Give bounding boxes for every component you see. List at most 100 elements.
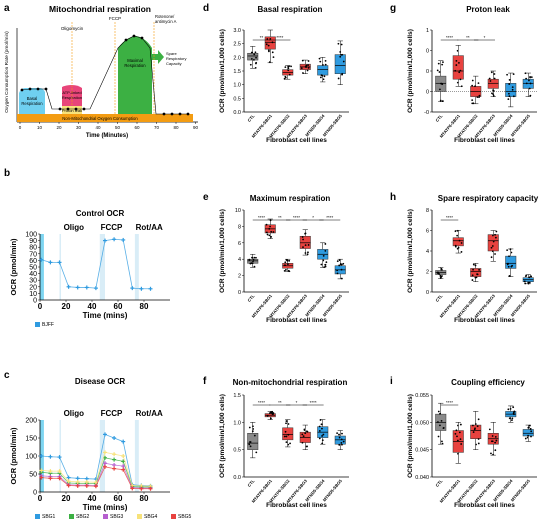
data-point <box>271 41 274 44</box>
data-point <box>265 223 268 226</box>
ytick-label: 4 <box>426 249 429 255</box>
ytick-label: 10 <box>235 208 241 214</box>
legend-swatch <box>171 514 176 519</box>
xtick-label: 20 <box>62 302 71 311</box>
ylabel: OCR (pmol/min/1,000 cells) <box>219 29 226 113</box>
data-point <box>248 426 251 429</box>
box <box>299 235 311 249</box>
data-point <box>302 246 304 249</box>
xlabel: Fibroblast cell lines <box>454 137 515 144</box>
data-point <box>336 260 339 263</box>
data-point <box>491 245 494 247</box>
data-point <box>459 438 462 440</box>
data-point <box>341 73 343 76</box>
box <box>487 78 499 89</box>
data-point <box>323 75 326 78</box>
data-point <box>474 423 477 425</box>
data-point <box>286 259 289 262</box>
data-point <box>270 230 273 233</box>
signif-label: * <box>484 35 486 40</box>
data-point <box>508 79 511 81</box>
box-panels: d Basal respiration 0.0 0.5 1.0 1.5 2.0 2.5 3.0 O… <box>203 3 539 509</box>
data-point <box>253 58 255 61</box>
data-point <box>252 428 255 430</box>
ylabel: OCR (pmol/min/1,000 cells) <box>407 209 414 293</box>
data-point <box>268 234 271 237</box>
data-point <box>491 234 494 237</box>
data-point <box>529 427 532 430</box>
data-point <box>437 62 440 65</box>
spare-label-3: Capacity <box>166 61 182 66</box>
data-point <box>306 430 308 433</box>
panel-c-letter: c <box>4 370 10 381</box>
schematic-point <box>28 87 32 91</box>
data-point <box>285 441 288 444</box>
data-point <box>322 78 325 81</box>
data-point <box>439 99 442 102</box>
ytick-label: 1.0 <box>233 420 241 426</box>
data-point <box>441 442 444 445</box>
data-point <box>528 79 530 82</box>
data-point <box>252 425 254 428</box>
data-point <box>492 240 495 243</box>
signif-label: ** <box>278 215 282 220</box>
panel-letter: g <box>390 3 396 14</box>
data-point <box>438 71 441 73</box>
data-point <box>267 49 270 52</box>
data-point <box>269 225 271 228</box>
ytick-label: 0.5 <box>233 96 241 102</box>
data-point <box>288 65 290 68</box>
data-point <box>324 243 327 245</box>
data-point <box>494 236 497 239</box>
data-point <box>529 76 531 78</box>
data-point <box>471 99 474 101</box>
data-point <box>478 268 480 271</box>
data-point <box>458 431 461 434</box>
data-point <box>524 437 527 440</box>
data-point <box>490 246 493 249</box>
data-point <box>318 437 321 440</box>
ylabel: OCR (pmol/min/1,000 cells) <box>219 394 226 478</box>
ytick-label: 8 <box>238 224 241 230</box>
panel-letter: f <box>203 376 207 387</box>
box <box>247 52 259 61</box>
data-point <box>476 425 479 428</box>
ytick-label: 0 <box>33 490 37 497</box>
ytick-label: 0.050 <box>415 420 429 426</box>
box <box>470 424 482 439</box>
data-point <box>269 219 272 222</box>
data-point <box>460 242 463 244</box>
data-point <box>439 424 441 427</box>
injection-band <box>99 234 105 300</box>
ylabel: OCR (pmol/min) <box>9 427 18 485</box>
data-point <box>307 60 310 62</box>
data-point <box>336 432 339 435</box>
data-point <box>338 433 340 436</box>
data-point <box>490 256 493 259</box>
data-point <box>439 88 441 91</box>
data-point <box>272 56 275 59</box>
ylabel: OCR (pmol/min/1,000 cells) <box>219 209 226 293</box>
data-point <box>489 80 492 82</box>
box <box>282 427 294 441</box>
ytick-label: 0.040 <box>415 475 429 481</box>
data-point <box>321 439 324 442</box>
schematic-point <box>20 88 24 92</box>
panel-c: c Disease OCR 0 50 100 150 200 0 20 40 60 80 Time … <box>4 370 192 520</box>
data-point <box>471 424 474 427</box>
data-point <box>508 255 510 258</box>
data-point <box>300 67 303 70</box>
data-point <box>270 417 272 420</box>
data-point <box>250 262 253 265</box>
data-point <box>253 53 256 56</box>
ytick-label: 10 <box>29 291 37 298</box>
data-point <box>492 453 495 456</box>
data-point <box>325 261 328 264</box>
data-point <box>290 65 292 68</box>
schematic-point <box>74 107 78 111</box>
data-point <box>338 436 341 439</box>
oligomycin-label: Oligomycin <box>61 26 84 31</box>
data-point <box>471 79 474 82</box>
data-point <box>508 417 511 420</box>
